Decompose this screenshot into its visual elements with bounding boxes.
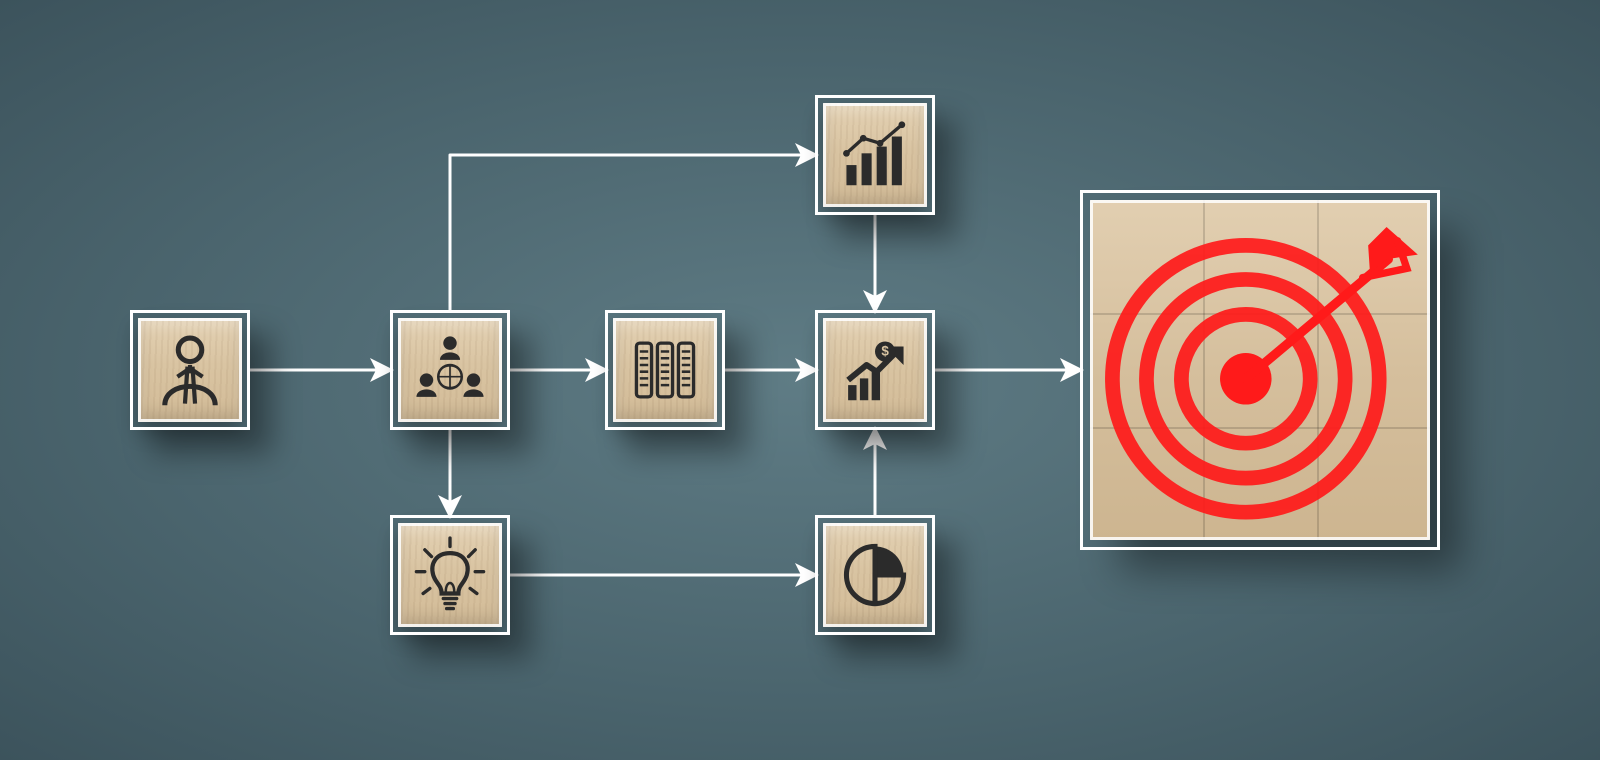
node-growth: $ bbox=[815, 310, 935, 430]
edge-team-to-chart bbox=[450, 155, 815, 310]
node-pie bbox=[815, 515, 935, 635]
svg-text:$: $ bbox=[881, 344, 889, 359]
node-chart bbox=[815, 95, 935, 215]
lightbulb-icon bbox=[408, 533, 492, 617]
node-idea bbox=[390, 515, 510, 635]
team-icon bbox=[408, 328, 492, 412]
node-target bbox=[1080, 190, 1440, 550]
person-icon bbox=[148, 328, 232, 412]
node-person bbox=[130, 310, 250, 430]
piechart-icon bbox=[833, 533, 917, 617]
diagram-canvas: $ bbox=[0, 0, 1600, 760]
barchart-icon bbox=[833, 113, 917, 197]
node-team bbox=[390, 310, 510, 430]
servers-icon bbox=[623, 328, 707, 412]
growth-icon: $ bbox=[833, 328, 917, 412]
node-data bbox=[605, 310, 725, 430]
target-icon bbox=[1094, 204, 1425, 535]
